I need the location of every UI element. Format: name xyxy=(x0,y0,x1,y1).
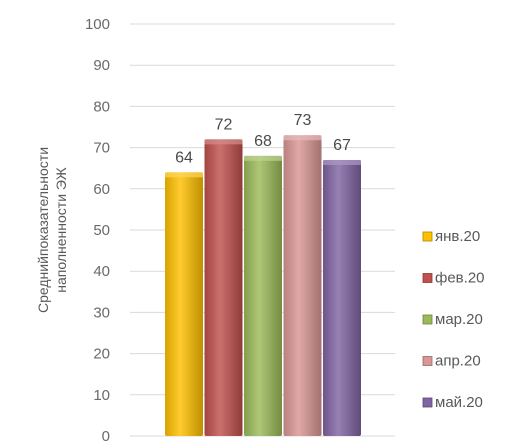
legend-swatch xyxy=(422,231,433,242)
legend-label: фев.20 xyxy=(435,270,485,287)
y-axis-title: Среднийпоказательности наполненности ЭЖ xyxy=(35,147,69,313)
y-tick-label: 60 xyxy=(93,181,110,198)
legend-swatch xyxy=(422,356,433,366)
bar-top-bevel xyxy=(323,159,361,165)
y-axis-ticks: 0 10 20 30 40 50 60 70 80 90 100 xyxy=(85,16,110,443)
y-tick-label: 10 xyxy=(93,387,110,404)
legend-item: янв.20 xyxy=(422,228,480,245)
bar-2 xyxy=(204,139,243,437)
data-label: 72 xyxy=(215,116,233,133)
y-tick-label: 100 xyxy=(85,16,110,33)
legend-swatch xyxy=(422,273,433,283)
bar-top-bevel xyxy=(165,172,203,178)
y-tick-label: 70 xyxy=(93,140,110,157)
bar-1 xyxy=(165,172,203,436)
y-tick-label: 50 xyxy=(93,222,110,239)
y-tick-label: 90 xyxy=(93,57,110,74)
legend-item: фев.20 xyxy=(422,270,485,287)
legend-label: мар.20 xyxy=(435,311,483,328)
bar-top-bevel xyxy=(283,135,322,141)
y-axis-title-line: Среднийпоказательности xyxy=(35,147,51,313)
legend-item: мар.20 xyxy=(422,311,483,328)
legend-label: янв.20 xyxy=(435,228,480,245)
y-axis-title-line: наполненности ЭЖ xyxy=(53,167,69,293)
data-labels: 64 72 68 73 67 xyxy=(175,112,351,166)
bar-top-bevel xyxy=(204,139,243,145)
bar-top-bevel xyxy=(244,155,282,161)
bar-3 xyxy=(244,155,282,436)
legend-label: апр.20 xyxy=(435,353,481,370)
y-tick-label: 0 xyxy=(102,428,110,443)
data-label: 73 xyxy=(294,112,312,129)
legend: янв.20 фев.20 мар.20 апр.20 май.20 xyxy=(422,228,485,411)
legend-item: май.20 xyxy=(422,394,483,411)
y-tick-label: 20 xyxy=(93,346,110,363)
legend-item: апр.20 xyxy=(422,353,481,370)
bar-4 xyxy=(283,135,322,437)
data-label: 64 xyxy=(175,149,193,166)
y-tick-label: 30 xyxy=(93,304,110,321)
data-label: 68 xyxy=(254,133,272,150)
y-tick-label: 40 xyxy=(93,263,110,280)
data-label: 67 xyxy=(333,137,351,154)
y-tick-label: 80 xyxy=(93,98,110,115)
legend-swatch xyxy=(422,314,433,325)
legend-label: май.20 xyxy=(435,394,483,411)
legend-swatch xyxy=(422,397,433,408)
bars xyxy=(165,135,361,437)
bar-5 xyxy=(323,159,361,436)
